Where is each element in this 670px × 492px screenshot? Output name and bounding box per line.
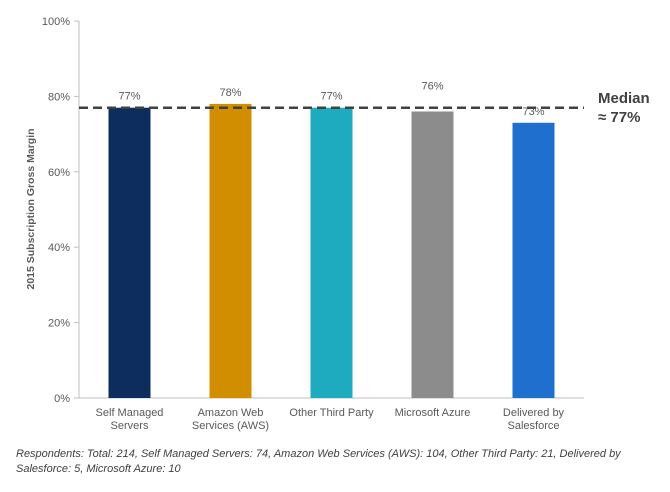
respondents-footnote: Respondents: Total: 214, Self Managed Se… <box>16 448 621 475</box>
x-category-label: Other Third Party <box>289 407 374 419</box>
y-tick-label: 20% <box>48 318 70 330</box>
x-category-label: Delivered by <box>503 407 565 419</box>
y-axis-title-group: 2015 Subscription Gross Margin <box>25 128 37 289</box>
x-category-label: Servers <box>111 420 149 432</box>
bar <box>209 103 252 398</box>
bar-value-label: 78% <box>219 87 241 99</box>
bar <box>310 107 353 399</box>
bar <box>512 122 555 398</box>
median-label: Median <box>598 90 650 107</box>
y-tick-label: 60% <box>48 167 70 179</box>
bar-value-label: 77% <box>320 91 342 103</box>
x-category-label: Salesforce <box>508 420 560 432</box>
x-category-label: Self Managed <box>96 407 164 419</box>
x-category-label: Services (AWS) <box>192 420 269 432</box>
bar <box>108 107 151 399</box>
y-axis-title: 2015 Subscription Gross Margin <box>25 128 37 289</box>
y-tick-label: 100% <box>42 16 70 28</box>
y-tick-label: 40% <box>48 242 70 254</box>
median-value-label: ≈ 77% <box>598 109 640 126</box>
y-tick-label: 80% <box>48 91 70 103</box>
x-category-label: Amazon Web <box>198 407 264 419</box>
bars-group: 77% 78% 77%76%73% <box>108 80 555 399</box>
bar <box>411 111 454 398</box>
y-axis-ticks: 0% 20% 40% 60% 80% 100% <box>42 16 79 405</box>
y-tick-label: 0% <box>54 393 70 405</box>
x-category-label: Microsoft Azure <box>395 407 471 419</box>
bar-value-label: 77% <box>118 91 140 103</box>
bar-value-label: 76% <box>421 80 443 92</box>
